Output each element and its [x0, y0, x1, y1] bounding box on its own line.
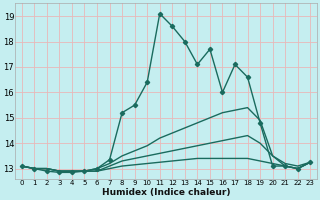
X-axis label: Humidex (Indice chaleur): Humidex (Indice chaleur)	[102, 188, 230, 197]
